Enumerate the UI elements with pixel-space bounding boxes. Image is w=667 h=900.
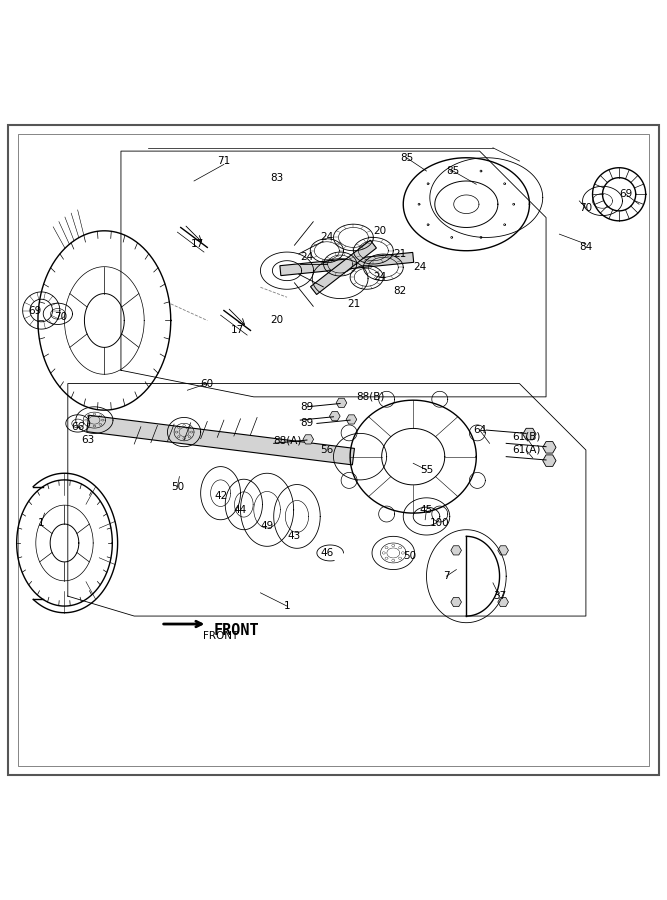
Polygon shape (329, 411, 340, 420)
Text: 1: 1 (38, 518, 45, 528)
Text: 89: 89 (300, 418, 313, 428)
Text: 61(B): 61(B) (512, 432, 540, 442)
Polygon shape (87, 415, 354, 465)
Text: 82: 82 (394, 285, 407, 295)
Polygon shape (451, 545, 462, 555)
Text: 69: 69 (619, 189, 632, 199)
Text: 20: 20 (374, 226, 387, 236)
Text: 45: 45 (420, 505, 433, 515)
Text: 24: 24 (374, 273, 387, 283)
Text: 55: 55 (420, 465, 433, 475)
Polygon shape (498, 598, 508, 607)
Text: 21: 21 (394, 249, 407, 259)
Text: 71: 71 (217, 156, 231, 166)
Text: 1: 1 (283, 601, 290, 611)
Polygon shape (280, 252, 414, 275)
Text: 84: 84 (579, 242, 592, 252)
Text: 7: 7 (443, 572, 450, 581)
Polygon shape (451, 598, 462, 607)
Text: 100: 100 (430, 518, 450, 528)
Text: 21: 21 (347, 299, 360, 309)
Text: 50: 50 (171, 482, 184, 491)
Text: 60: 60 (201, 379, 214, 389)
Text: 66: 66 (71, 422, 85, 432)
Text: 24: 24 (320, 232, 334, 242)
Text: 24: 24 (300, 252, 313, 263)
Text: 85: 85 (400, 153, 413, 163)
Text: 89: 89 (300, 401, 313, 412)
Polygon shape (303, 435, 313, 444)
Polygon shape (543, 442, 556, 453)
Text: 88(A): 88(A) (273, 435, 301, 445)
Text: 49: 49 (260, 521, 273, 531)
Text: 42: 42 (214, 491, 227, 501)
Text: 88(B): 88(B) (356, 392, 384, 402)
Text: 17: 17 (191, 239, 204, 249)
Text: 24: 24 (414, 262, 426, 273)
Text: 44: 44 (234, 505, 247, 515)
Text: FRONT: FRONT (214, 623, 259, 638)
Text: 85: 85 (446, 166, 460, 176)
Polygon shape (311, 240, 376, 294)
Text: 17: 17 (231, 326, 244, 336)
Text: 43: 43 (287, 531, 300, 541)
Text: 70: 70 (580, 202, 592, 212)
Polygon shape (523, 428, 536, 440)
Text: 37: 37 (493, 591, 506, 601)
Polygon shape (543, 454, 556, 466)
Text: 46: 46 (320, 548, 334, 558)
Text: 61(A): 61(A) (512, 445, 540, 455)
Text: 64: 64 (473, 425, 486, 435)
Text: FRONT: FRONT (203, 631, 238, 641)
Polygon shape (346, 415, 357, 424)
Polygon shape (498, 545, 508, 555)
Text: 70: 70 (55, 312, 68, 322)
Text: 20: 20 (271, 316, 283, 326)
Text: 56: 56 (320, 445, 334, 455)
Polygon shape (336, 398, 347, 408)
Text: 83: 83 (270, 173, 283, 183)
Text: 69: 69 (28, 305, 41, 316)
Text: 50: 50 (404, 552, 416, 562)
Text: 63: 63 (81, 435, 94, 445)
